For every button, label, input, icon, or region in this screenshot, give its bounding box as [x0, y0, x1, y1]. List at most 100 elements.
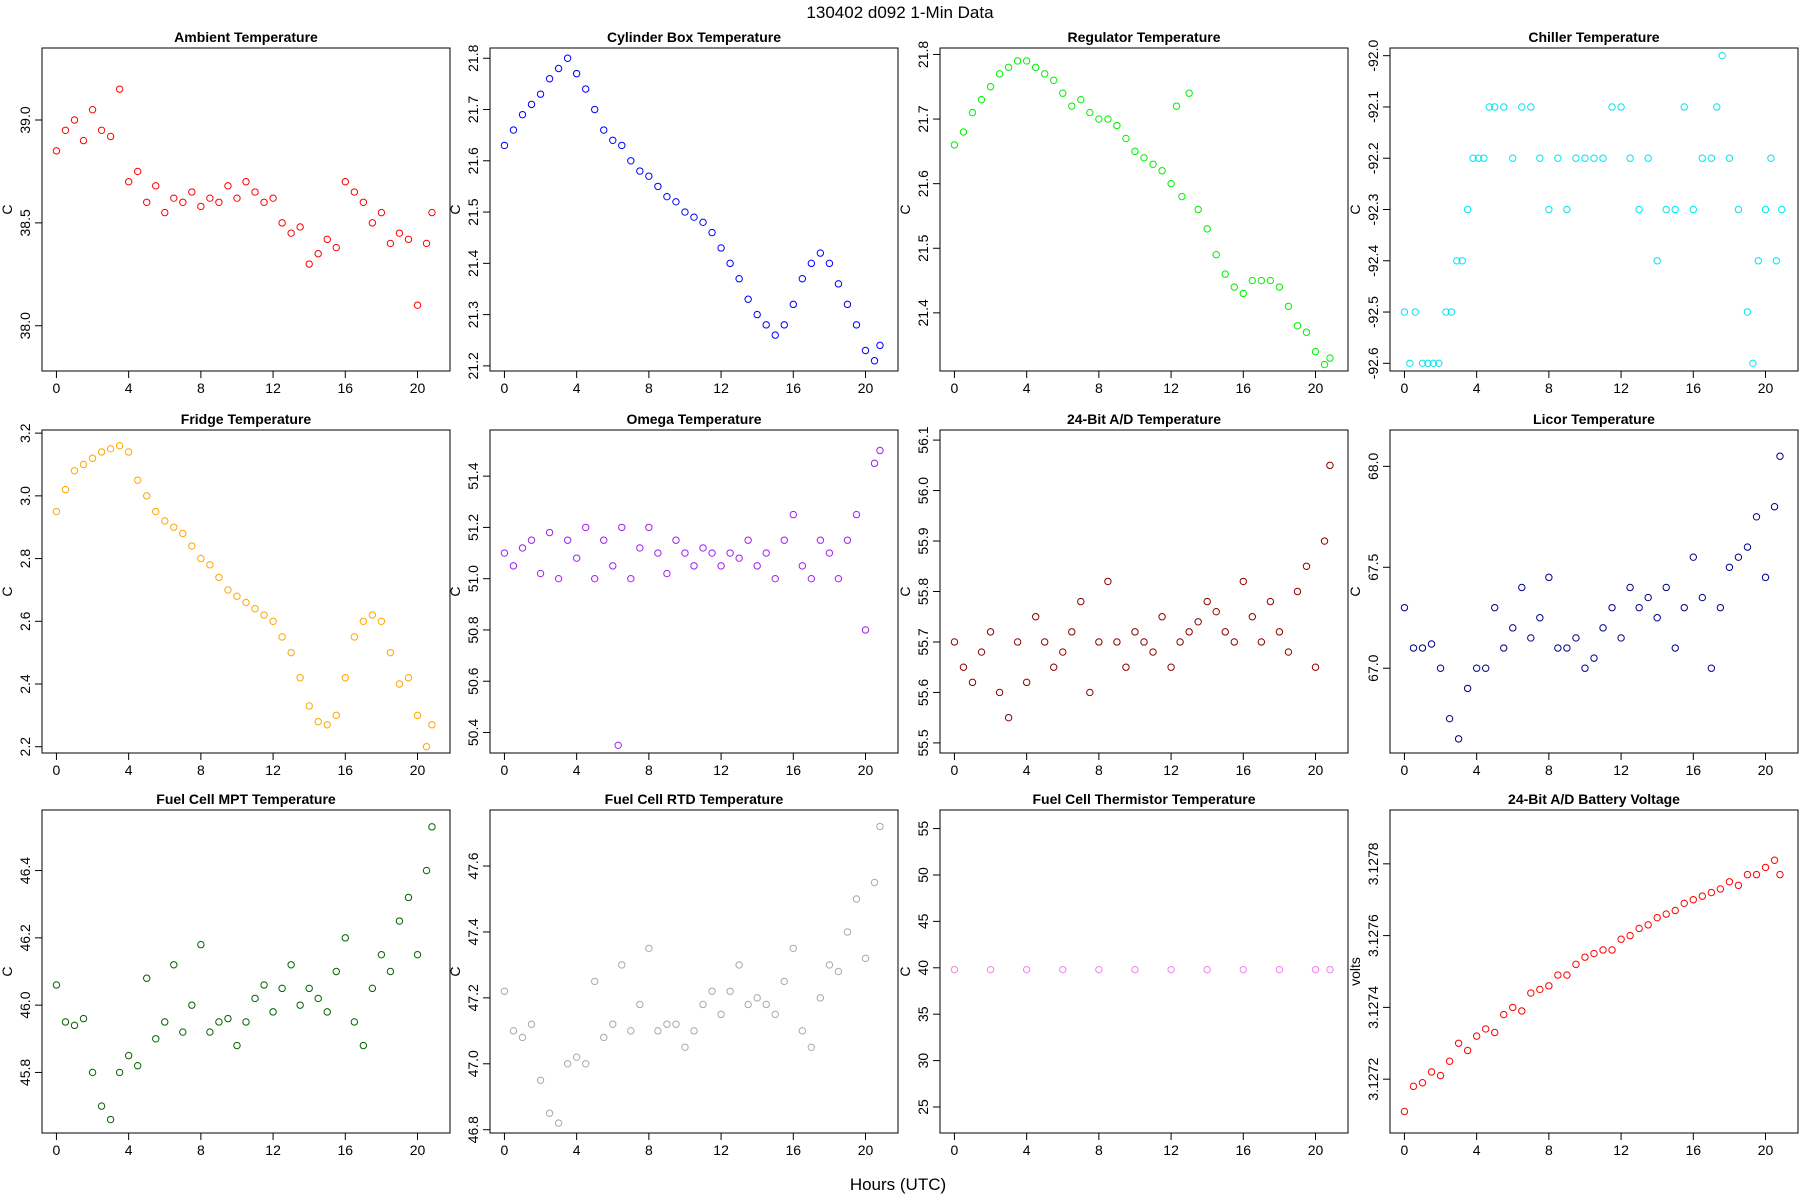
data-point	[269, 617, 277, 625]
data-point	[1689, 896, 1697, 904]
data-point	[780, 536, 788, 544]
data-point	[627, 157, 635, 165]
data-point	[413, 711, 422, 720]
data-point	[870, 878, 879, 887]
y-tick-label: 55.8	[915, 578, 931, 605]
data-point	[1050, 76, 1058, 85]
data-point	[1086, 108, 1094, 117]
data-point	[152, 182, 160, 190]
data-point	[1326, 354, 1334, 362]
data-point	[959, 663, 968, 671]
data-point	[1716, 885, 1725, 893]
data-point	[1698, 593, 1707, 602]
data-point	[1400, 603, 1409, 612]
data-point	[762, 321, 770, 329]
data-point	[1635, 924, 1643, 933]
data-point	[1752, 513, 1761, 521]
data-point	[1172, 102, 1181, 110]
data-point	[636, 544, 644, 552]
data-point	[341, 934, 349, 942]
data-point	[1185, 89, 1193, 97]
y-tick-label: 21.8	[915, 41, 931, 68]
data-point	[834, 280, 843, 288]
data-point	[1474, 154, 1483, 162]
data-point	[124, 1051, 133, 1060]
data-point	[1662, 910, 1670, 918]
data-point	[395, 917, 404, 925]
data-point	[179, 1028, 187, 1036]
y-tick-label: 21.3	[465, 301, 481, 328]
data-point	[278, 219, 286, 227]
data-point	[260, 198, 268, 206]
data-point	[1509, 1003, 1517, 1012]
x-tick-label: 20	[858, 380, 874, 396]
data-point	[61, 1018, 70, 1026]
data-point	[1725, 563, 1734, 571]
data-point	[1149, 648, 1157, 656]
x-tick-label: 4	[573, 762, 581, 778]
data-point	[124, 178, 133, 186]
data-point	[197, 202, 205, 211]
x-tick-label: 8	[1095, 762, 1103, 778]
data-point	[79, 1014, 88, 1023]
data-point	[1626, 583, 1634, 592]
data-point	[852, 510, 861, 519]
data-point	[708, 987, 716, 995]
data-point	[690, 213, 698, 221]
data-point	[1248, 613, 1257, 621]
data-point	[133, 167, 142, 176]
y-axis-label: C	[1347, 204, 1363, 214]
y-tick-label: 55.5	[915, 729, 931, 756]
data-point	[1734, 553, 1743, 561]
data-point	[1500, 644, 1508, 652]
data-point	[708, 549, 716, 557]
data-point	[1284, 648, 1293, 656]
data-point	[1617, 935, 1625, 943]
data-point	[1239, 577, 1247, 586]
data-point	[509, 126, 518, 134]
data-point	[260, 981, 268, 989]
data-point	[161, 208, 169, 217]
data-point	[179, 198, 187, 206]
data-point	[377, 950, 386, 959]
y-tick-label: 55.6	[915, 679, 931, 706]
data-point	[968, 678, 977, 687]
x-tick-label: 4	[1023, 762, 1031, 778]
y-tick-label: -92.5	[1365, 296, 1381, 328]
x-tick-label: 8	[1545, 762, 1553, 778]
data-point	[500, 987, 509, 995]
data-point	[161, 517, 169, 525]
data-point	[115, 85, 124, 93]
panel-title: Fuel Cell RTD Temperature	[605, 791, 784, 807]
data-point	[1140, 154, 1148, 162]
data-point	[1230, 638, 1238, 646]
data-point	[251, 994, 259, 1003]
data-point	[1599, 154, 1607, 162]
x-tick-label: 0	[951, 762, 959, 778]
data-point	[1545, 573, 1553, 582]
panel-title: Fuel Cell Thermistor Temperature	[1032, 791, 1255, 807]
x-tick-label: 8	[197, 1142, 205, 1158]
data-point	[1447, 308, 1456, 316]
data-point	[1626, 931, 1634, 940]
data-point	[861, 626, 870, 634]
data-point	[681, 208, 689, 216]
data-point	[1131, 147, 1139, 156]
data-point	[1635, 205, 1643, 214]
data-point	[1068, 102, 1076, 110]
data-point	[395, 229, 404, 237]
data-point	[386, 648, 395, 657]
data-point	[527, 1020, 536, 1028]
data-point	[807, 1043, 816, 1052]
data-point	[1626, 154, 1634, 162]
data-point	[1491, 603, 1499, 612]
y-tick-label: 67.0	[1365, 654, 1381, 681]
data-point	[1527, 634, 1535, 642]
x-tick-label: 16	[338, 762, 354, 778]
data-point	[950, 638, 959, 646]
y-tick-label: -92.1	[1365, 91, 1381, 123]
data-point	[554, 64, 563, 73]
y-tick-label: 50	[915, 867, 931, 883]
data-point	[1194, 205, 1202, 214]
data-point	[789, 510, 797, 519]
